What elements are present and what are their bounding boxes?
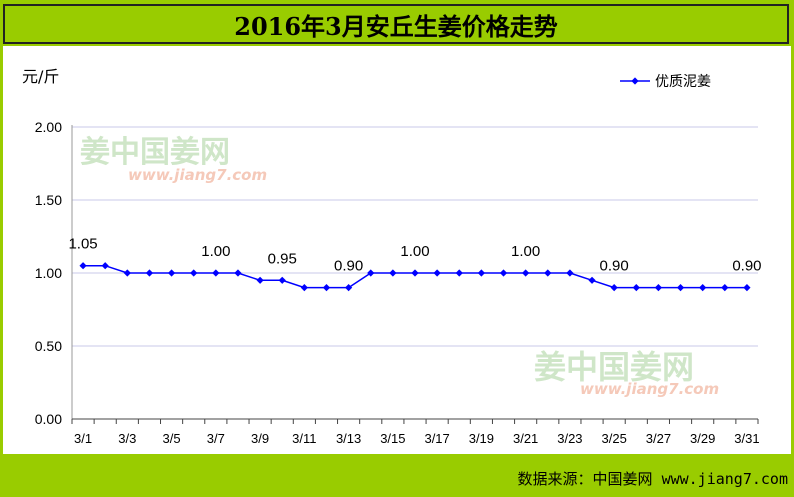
data-point [345, 284, 353, 292]
data-label: 1.05 [68, 236, 97, 253]
title-box: 2016年3月安丘生姜价格走势 [3, 4, 789, 44]
y-tick-label: 1.50 [35, 192, 62, 208]
legend: 优质泥姜 [620, 74, 711, 90]
data-label: 0.90 [334, 258, 363, 275]
data-point [322, 284, 331, 292]
data-point [79, 262, 87, 270]
x-tick-label: 3/31 [734, 431, 759, 446]
data-point [699, 284, 707, 292]
data-point [566, 269, 574, 277]
data-point [455, 269, 463, 277]
legend-marker [631, 77, 639, 85]
data-label: 1.00 [201, 243, 230, 260]
data-label: 1.00 [511, 243, 540, 260]
x-tick-label: 3/29 [690, 431, 715, 446]
y-tick-label: 2.00 [35, 119, 62, 135]
series-layer [79, 262, 751, 292]
data-point [632, 284, 640, 292]
x-tick-label: 3/15 [380, 431, 405, 446]
data-point [610, 284, 618, 292]
data-point [234, 269, 242, 277]
data-point [522, 269, 530, 277]
data-point [256, 276, 264, 284]
watermark-url: www.jiang7.com [580, 380, 719, 398]
data-point [367, 269, 375, 277]
title-bar: 2016年3月安丘生姜价格走势 [0, 0, 794, 46]
x-tick-label: 3/13 [336, 431, 361, 446]
data-label: 1.00 [400, 243, 429, 260]
data-point [743, 284, 751, 292]
x-tick-label: 3/17 [424, 431, 449, 446]
data-point [477, 269, 485, 277]
x-tick-label: 3/23 [557, 431, 582, 446]
data-point [145, 269, 154, 277]
footer-bar: 数据来源：中国姜网 www.jiang7.com [0, 454, 794, 497]
data-point [300, 284, 308, 292]
data-point [389, 269, 397, 277]
data-point [433, 269, 441, 277]
x-tick-label: 3/9 [251, 431, 269, 446]
y-tick-label: 1.00 [35, 265, 62, 281]
data-label: 0.90 [600, 258, 629, 275]
x-tick-label: 3/19 [469, 431, 494, 446]
y-tick-label: 0.00 [35, 411, 62, 427]
watermark-logo: 姜中国姜网 [80, 135, 230, 170]
data-point [721, 284, 729, 292]
data-point [499, 269, 508, 277]
x-tick-label: 3/25 [602, 431, 627, 446]
data-label: 0.95 [268, 250, 297, 267]
data-source: 数据来源：中国姜网 www.jiang7.com [517, 470, 788, 488]
x-tick-label: 3/27 [646, 431, 671, 446]
x-tick-label: 3/7 [207, 431, 225, 446]
watermark-url: www.jiang7.com [128, 166, 267, 184]
data-label: 0.90 [732, 258, 761, 275]
data-point [544, 269, 552, 277]
data-point [190, 269, 198, 277]
data-point [588, 276, 596, 284]
watermark-logo: 姜中国姜网 [534, 348, 694, 386]
axes: 0.00 0.50 1.00 1.50 2.00 元/斤 3/1 3/3 3/5 3/7 3/9 3/… [22, 67, 760, 446]
data-point [654, 284, 663, 292]
x-tick-label: 3/21 [513, 431, 538, 446]
x-tick-label: 3/11 [292, 431, 316, 446]
chart-title: 2016年3月安丘生姜价格走势 [234, 11, 558, 41]
x-tick-label: 3/5 [163, 431, 181, 446]
labels-layer: 1.05 1.00 0.95 0.90 1.00 1.00 0.90 0.90 [68, 236, 761, 275]
x-tick-label: 3/3 [118, 431, 136, 446]
data-point [101, 262, 109, 270]
data-point [411, 269, 419, 277]
data-point [123, 269, 131, 277]
data-point [676, 284, 685, 292]
data-point [167, 269, 176, 277]
series-line [83, 264, 747, 289]
y-tick-label: 0.50 [35, 338, 62, 354]
x-tick-label: 3/1 [74, 431, 92, 446]
data-point [278, 276, 286, 284]
y-axis-title: 元/斤 [22, 67, 59, 86]
data-point [212, 269, 220, 277]
plot-area [0, 46, 794, 454]
legend-label: 优质泥姜 [655, 74, 711, 90]
